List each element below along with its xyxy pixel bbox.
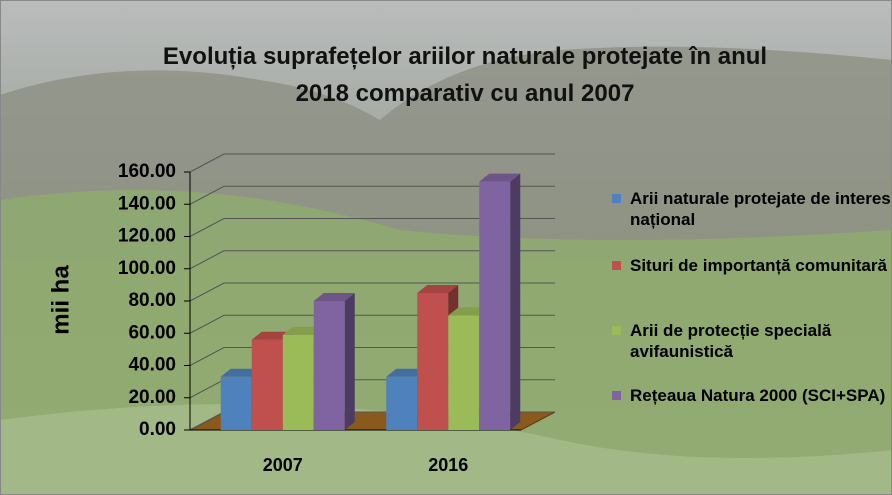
bar-front [386, 377, 417, 430]
y-tick-label: 120.00 [118, 226, 176, 247]
bar [479, 174, 520, 430]
legend-marker [612, 261, 621, 270]
legend-label: Situri de importanță comunitară [630, 256, 887, 275]
bar [314, 293, 355, 430]
chart: 0.00 20.00 40.00 60.00 80.00 100.00 120.00 140.… [0, 0, 892, 495]
bar-front [417, 293, 448, 430]
bar-side [510, 174, 520, 430]
legend-marker [612, 326, 621, 335]
y-tick-label: 60.00 [128, 322, 176, 343]
bar-side [345, 293, 355, 430]
y-tick-label: 20.00 [128, 387, 176, 408]
bar-front [479, 182, 510, 430]
bar-front [448, 316, 479, 430]
bar-front [314, 301, 345, 430]
legend-item: Arii de protecție specială avifaunistică [612, 320, 892, 362]
legend-item: Rețeaua Natura 2000 (SCI+SPA) [612, 385, 892, 406]
legend-marker [612, 194, 621, 203]
y-tick-label: 160.00 [118, 161, 176, 182]
legend-item: Situri de importanță comunitară [612, 255, 892, 276]
x-tick-label: 2007 [263, 455, 303, 475]
chart-title: Evoluția suprafețelor ariilor naturale p… [150, 38, 780, 112]
bar-front [221, 377, 252, 430]
legend-label: Rețeaua Natura 2000 (SCI+SPA) [630, 386, 885, 405]
y-tick-label: 140.00 [118, 193, 176, 214]
y-tick-label: 40.00 [128, 355, 176, 376]
y-tick-label: 80.00 [128, 290, 176, 311]
legend-label: Arii naturale protejate de interes națio… [630, 189, 891, 229]
y-tick-label: 0.00 [139, 419, 176, 440]
y-axis-label: mii ha [47, 265, 74, 335]
legend-marker [612, 391, 621, 400]
x-tick-label: 2016 [428, 455, 468, 475]
y-tick-label: 100.00 [118, 258, 176, 279]
legend-item: Arii naturale protejate de interes națio… [612, 188, 892, 230]
bar-front [283, 335, 314, 430]
legend-label: Arii de protecție specială avifaunistică [630, 321, 831, 361]
bar-front [252, 340, 283, 430]
